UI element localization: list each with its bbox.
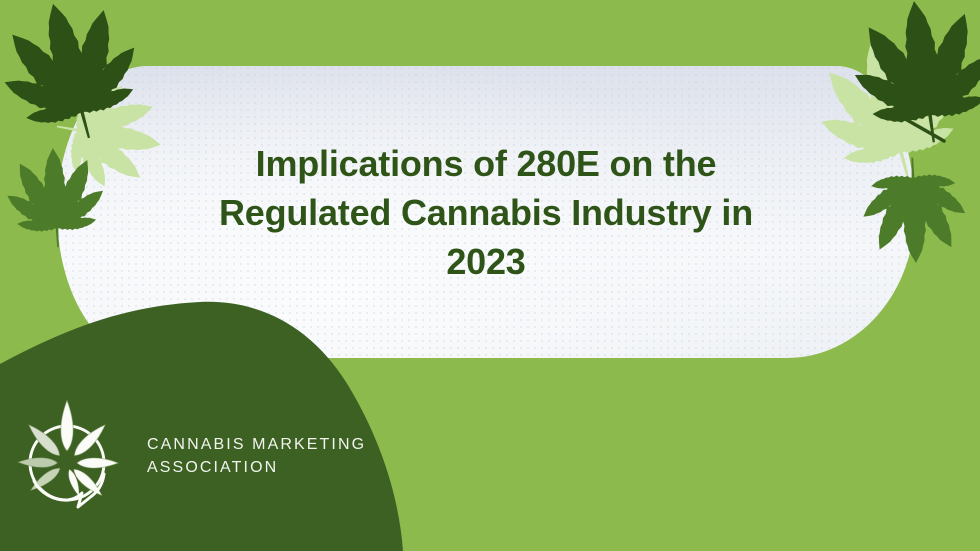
title-line-3: 2023 [446, 240, 526, 282]
page-title: Implications of 280E on the Regulated Ca… [149, 139, 823, 286]
title-line-1: Implications of 280E on the [255, 142, 717, 184]
logo-name-line-2: ASSOCIATION [147, 459, 279, 476]
cma-logo-icon [17, 399, 119, 509]
logo-name-line-1: CANNABIS MARKETING [147, 436, 367, 453]
title-line-2: Regulated Cannabis Industry in [218, 191, 754, 233]
cma-logo-wordmark: CANNABIS MARKETING ASSOCIATION [147, 433, 366, 479]
title-card: Implications of 280E on the Regulated Ca… [57, 66, 915, 358]
speech-bubble-tail [32, 472, 106, 509]
leaf-twig [898, 114, 946, 143]
